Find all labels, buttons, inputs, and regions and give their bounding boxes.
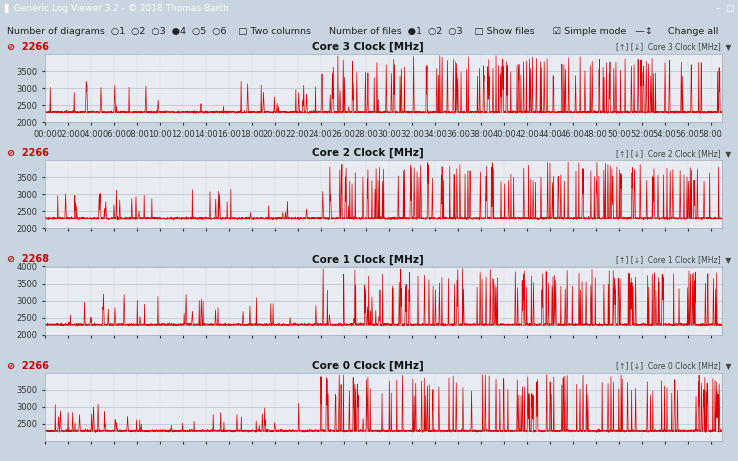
Text: [↑] [↓]  Core 2 Clock [MHz]  ▼: [↑] [↓] Core 2 Clock [MHz] ▼ (616, 149, 731, 158)
Text: ⊘  2266: ⊘ 2266 (7, 361, 49, 371)
Text: –  □  ✕: – □ ✕ (716, 4, 738, 12)
Text: ▌ Generic Log Viewer 3.2 - © 2018 Thomas Barth: ▌ Generic Log Viewer 3.2 - © 2018 Thomas… (4, 3, 229, 12)
Text: ⊘  2268: ⊘ 2268 (7, 254, 49, 265)
Text: ⊘  2266: ⊘ 2266 (7, 42, 49, 52)
Text: Core 3 Clock [MHz]: Core 3 Clock [MHz] (312, 42, 424, 52)
Text: Core 1 Clock [MHz]: Core 1 Clock [MHz] (312, 254, 424, 265)
Text: Core 2 Clock [MHz]: Core 2 Clock [MHz] (312, 148, 424, 159)
Text: [↑] [↓]  Core 3 Clock [MHz]  ▼: [↑] [↓] Core 3 Clock [MHz] ▼ (616, 42, 731, 52)
Text: [↑] [↓]  Core 0 Clock [MHz]  ▼: [↑] [↓] Core 0 Clock [MHz] ▼ (616, 361, 731, 370)
Text: ⊘  2266: ⊘ 2266 (7, 148, 49, 158)
Text: [↑] [↓]  Core 1 Clock [MHz]  ▼: [↑] [↓] Core 1 Clock [MHz] ▼ (616, 255, 731, 264)
Text: Number of diagrams  ○1  ○2  ○3  ●4  ○5  ○6    □ Two columns      Number of files: Number of diagrams ○1 ○2 ○3 ●4 ○5 ○6 □ T… (7, 28, 719, 36)
Text: Core 0 Clock [MHz]: Core 0 Clock [MHz] (312, 361, 424, 371)
